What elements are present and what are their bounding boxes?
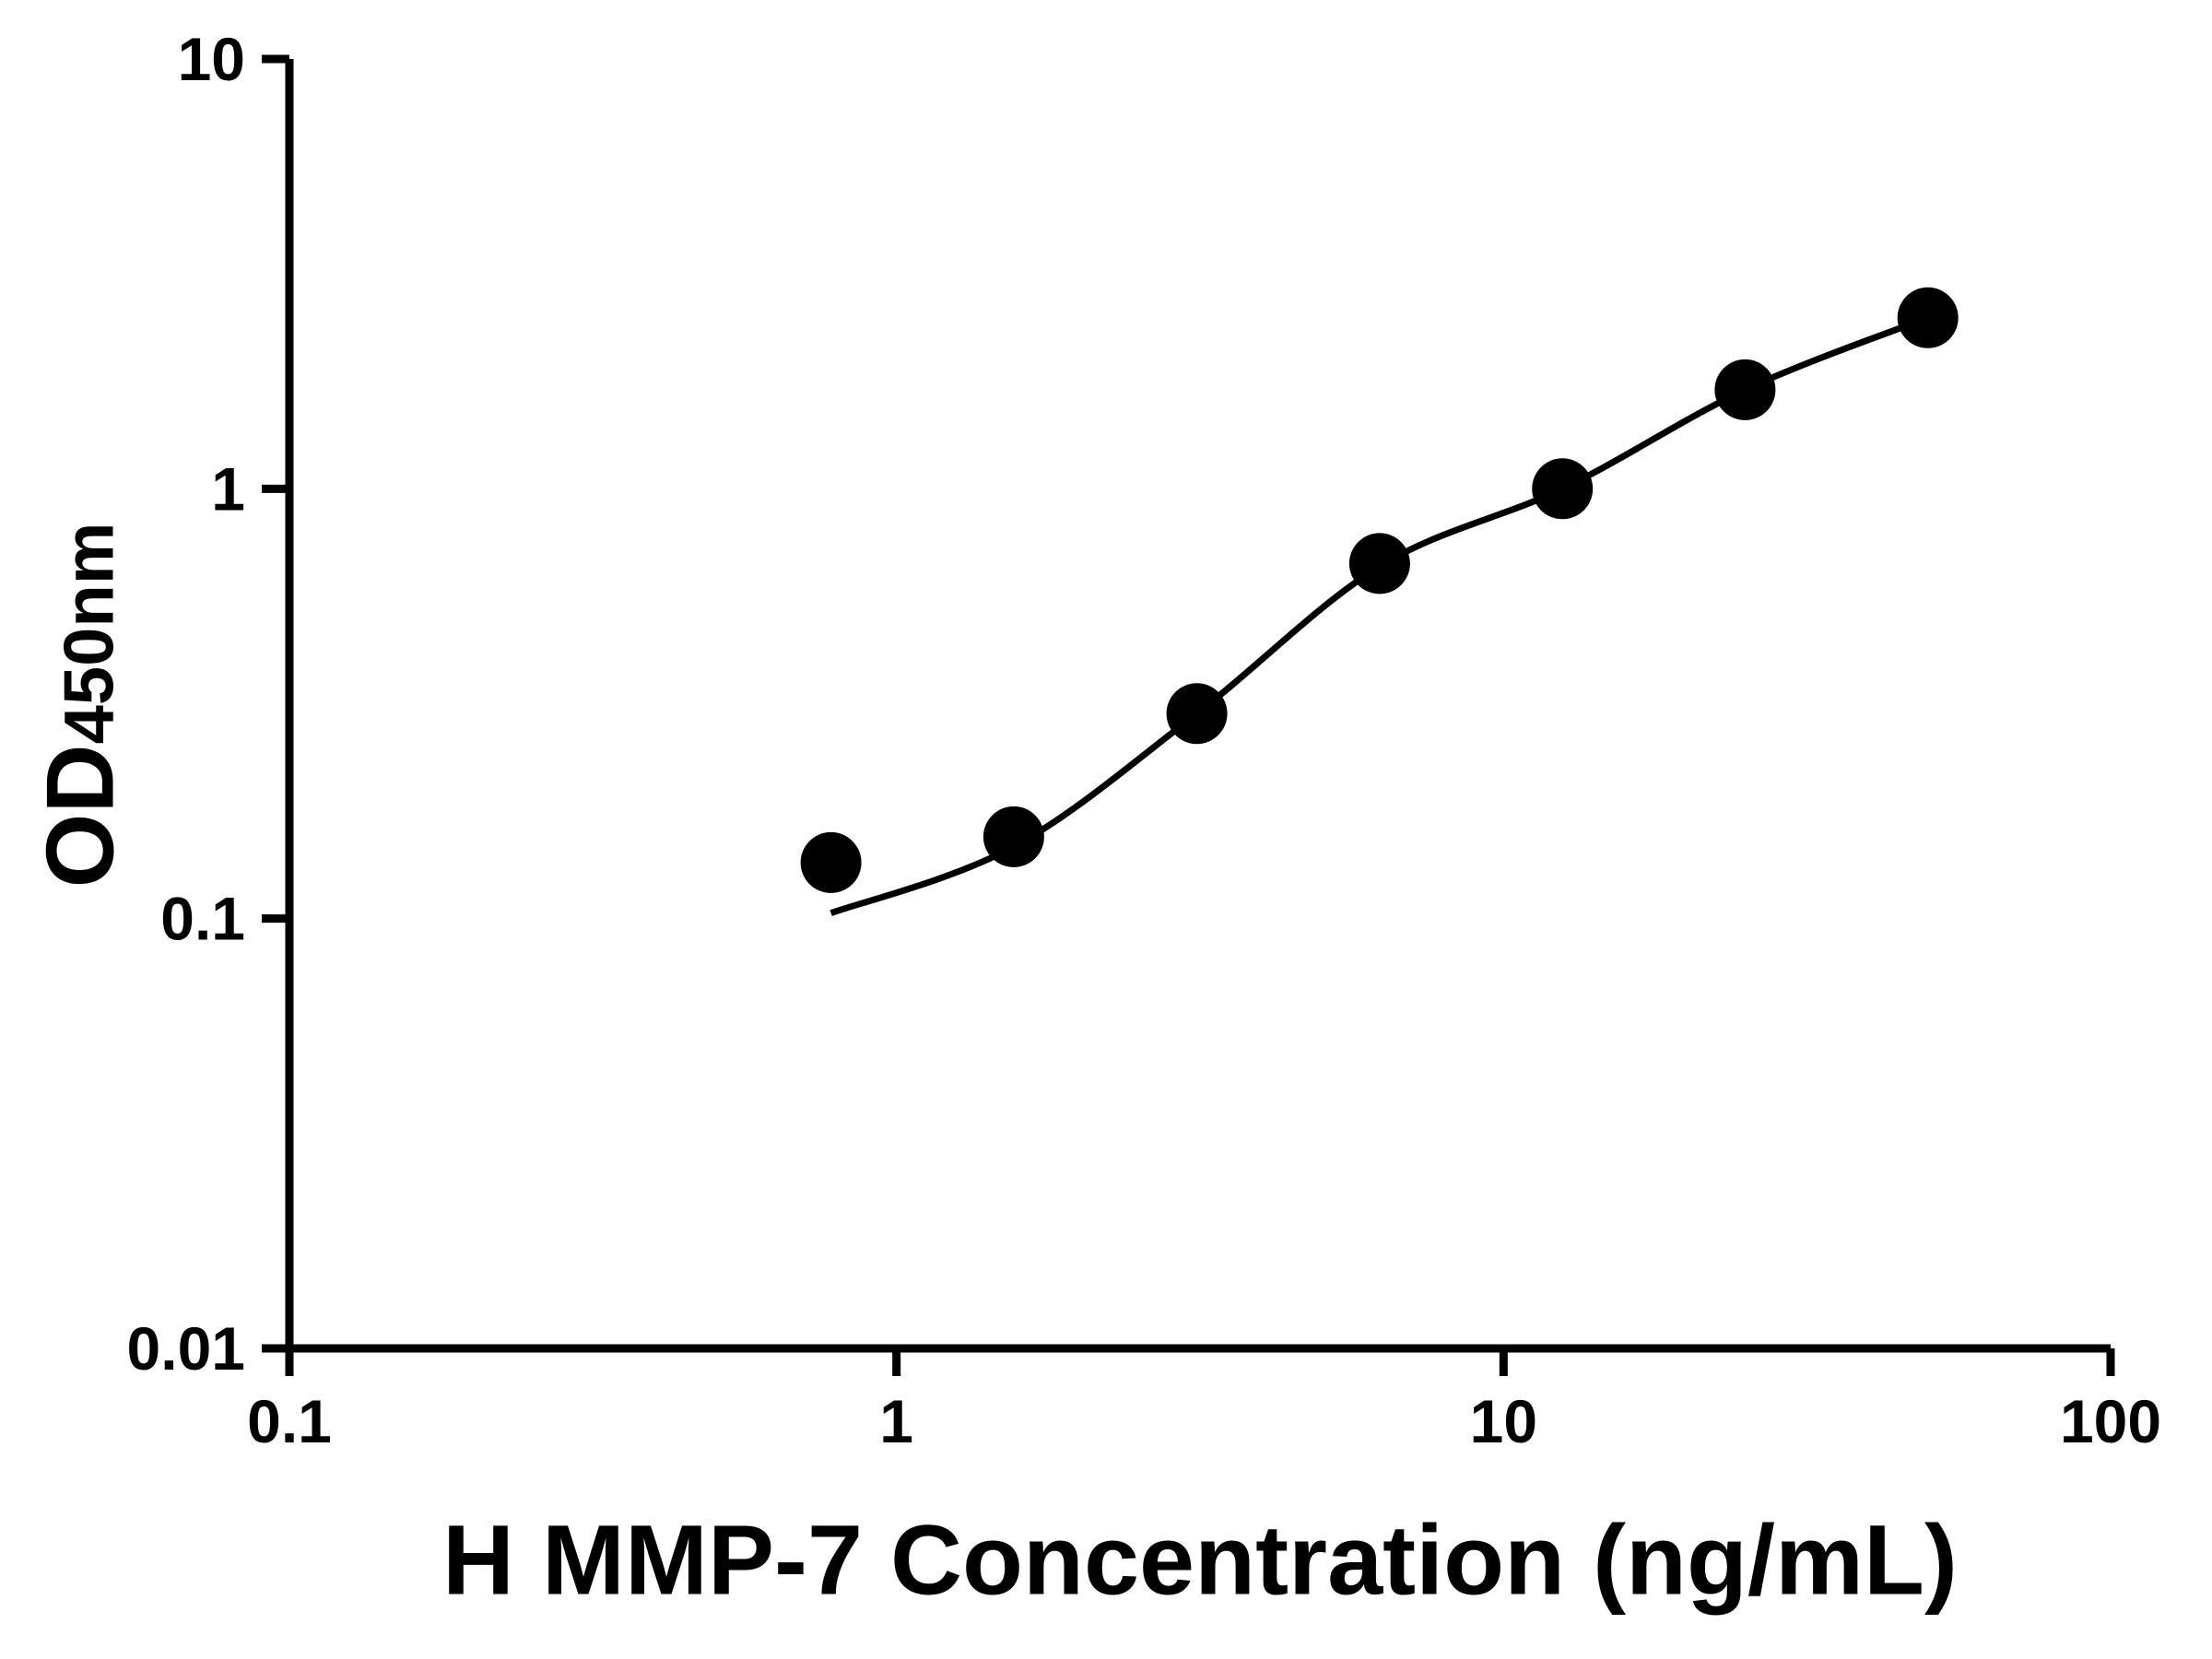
x-tick-label: 0.1 <box>247 1387 332 1455</box>
y-tick-label: 0.01 <box>127 1314 245 1382</box>
data-point <box>800 831 862 893</box>
x-tick-label: 1 <box>879 1387 913 1455</box>
y-tick-label: 1 <box>211 454 245 523</box>
y-tick-label: 10 <box>178 25 245 93</box>
y-axis-title-sub: 450nm <box>50 522 129 745</box>
y-tick-label: 0.1 <box>160 885 245 953</box>
data-point <box>1714 359 1776 420</box>
y-axis-title: OD450nm <box>27 523 136 888</box>
data-point <box>1532 458 1594 520</box>
y-axis-title-main: OD <box>27 744 135 888</box>
x-tick-label: 10 <box>1470 1387 1537 1455</box>
data-point <box>1348 533 1410 594</box>
data-point <box>1166 683 1228 745</box>
data-point <box>982 806 1044 867</box>
x-tick-label: 100 <box>2060 1387 2161 1455</box>
data-point <box>1897 287 1959 348</box>
x-axis-title: H MMP-7 Concentration (ng/mL) <box>442 1503 1958 1616</box>
